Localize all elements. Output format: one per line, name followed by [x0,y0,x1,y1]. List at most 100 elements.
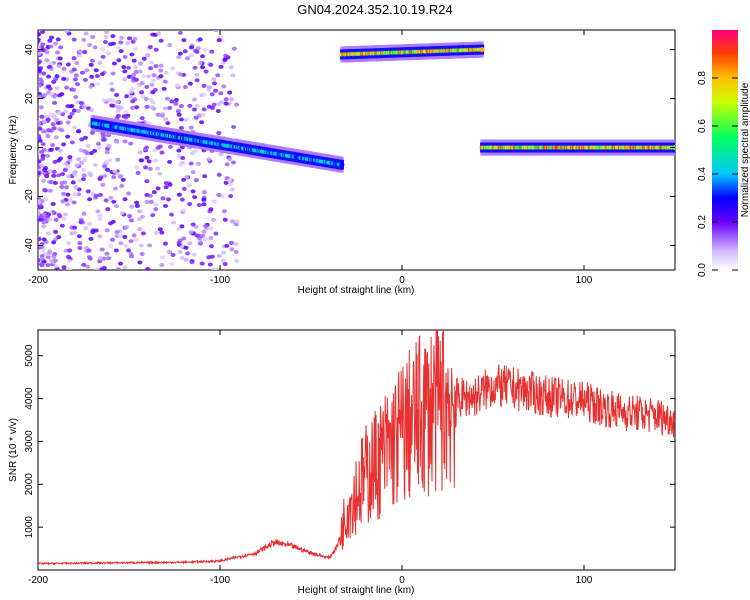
heatmap-cell [226,178,232,183]
heatmap-cell [202,237,208,242]
heatmap-cell [104,228,110,233]
heatmap-cell [39,256,45,261]
heatmap-cell [195,161,201,166]
heatmap-cell [131,76,137,81]
heatmap-cell [163,116,169,121]
heatmap-cell [115,108,121,113]
heatmap-cell [174,83,180,88]
heatmap-cell [67,248,73,253]
heatmap-cell [70,180,76,185]
heatmap-cell [103,160,109,165]
heatmap-cell [93,228,99,233]
heatmap-cell [146,159,152,164]
heatmap-cell [57,148,63,153]
heatmap-cell [58,156,64,161]
heatmap-cell [97,146,103,151]
heatmap-cell [131,233,137,238]
heatmap-cell [38,126,43,131]
snr-series-line [38,330,675,566]
heatmap-cell [479,47,485,53]
heatmap-cell [231,124,237,129]
heatmap-cell [138,158,144,163]
heatmap-x-tick-label: 0 [399,275,405,286]
heatmap-cell [206,104,212,109]
heatmap-cell [129,52,135,57]
heatmap-cell [215,73,221,78]
heatmap-cell [76,157,82,162]
heatmap-cell [101,133,107,138]
heatmap-cell [38,51,42,56]
heatmap-cell [47,188,53,193]
heatmap-cell [134,165,140,170]
heatmap-cell [173,97,179,102]
heatmap-cell [140,231,146,236]
heatmap-cell [178,104,184,109]
heatmap-cell [157,227,163,232]
heatmap-cell [201,92,207,97]
heatmap-cell [206,157,212,162]
heatmap-cell [153,230,159,235]
heatmap-cell [179,224,185,229]
heatmap-cell [126,65,132,70]
heatmap-x-tick-label: -100 [210,275,230,286]
heatmap-cell [208,235,214,240]
heatmap-cell [139,90,145,95]
heatmap-cell [194,233,200,238]
heatmap-cell [76,192,82,197]
heatmap-cell [129,105,135,110]
heatmap-cell [160,196,166,201]
heatmap-cell [139,251,145,256]
heatmap-cell [197,61,203,66]
heatmap-cell [87,171,93,176]
heatmap-cell [123,110,129,115]
heatmap-cell [81,211,87,216]
heatmap-cell [166,249,172,254]
heatmap-cell [230,73,236,78]
heatmap-cell [222,261,228,266]
heatmap-cell [177,72,183,77]
heatmap-cell [164,96,170,101]
heatmap-cell [181,208,187,213]
heatmap-cell [158,68,164,73]
heatmap-cell [95,81,101,86]
heatmap-cell [71,37,77,42]
snr-frame [37,329,676,571]
heatmap-cell [41,178,47,183]
heatmap-cell [101,265,107,270]
heatmap-cell [203,69,209,74]
heatmap-cell [117,233,123,238]
heatmap-cell [165,121,171,126]
heatmap-cell [64,85,70,90]
heatmap-cell [197,37,203,42]
snr-y-tick-label: 4000 [24,387,35,410]
heatmap-cell [85,189,91,194]
heatmap-x-tick-label: 100 [576,275,593,286]
heatmap-cell [211,77,217,82]
heatmap-cell [188,53,194,58]
heatmap-cell [65,254,71,259]
heatmap-cell [38,94,43,99]
heatmap-cell [216,253,222,258]
heatmap-cell [162,106,168,111]
heatmap-cell [121,65,127,70]
heatmap-cell [181,38,187,43]
heatmap-cell [227,182,233,187]
heatmap-y-tick-label: 20 [24,93,35,105]
heatmap-cell [59,128,65,133]
heatmap-cell [38,205,42,210]
heatmap-cell [50,122,56,127]
heatmap-cell [71,108,77,113]
heatmap-cell [102,174,108,179]
heatmap-cell [90,35,96,40]
heatmap-cell [185,251,191,256]
heatmap-cell [99,247,105,252]
heatmap-cell [124,94,130,99]
heatmap-cell [81,37,87,42]
heatmap-cell [52,159,58,164]
snr-x-tick-label: -200 [28,575,48,586]
heatmap-cell [234,259,240,264]
heatmap-cell [167,159,173,164]
heatmap-cell [188,230,194,235]
heatmap-cell [201,190,207,195]
